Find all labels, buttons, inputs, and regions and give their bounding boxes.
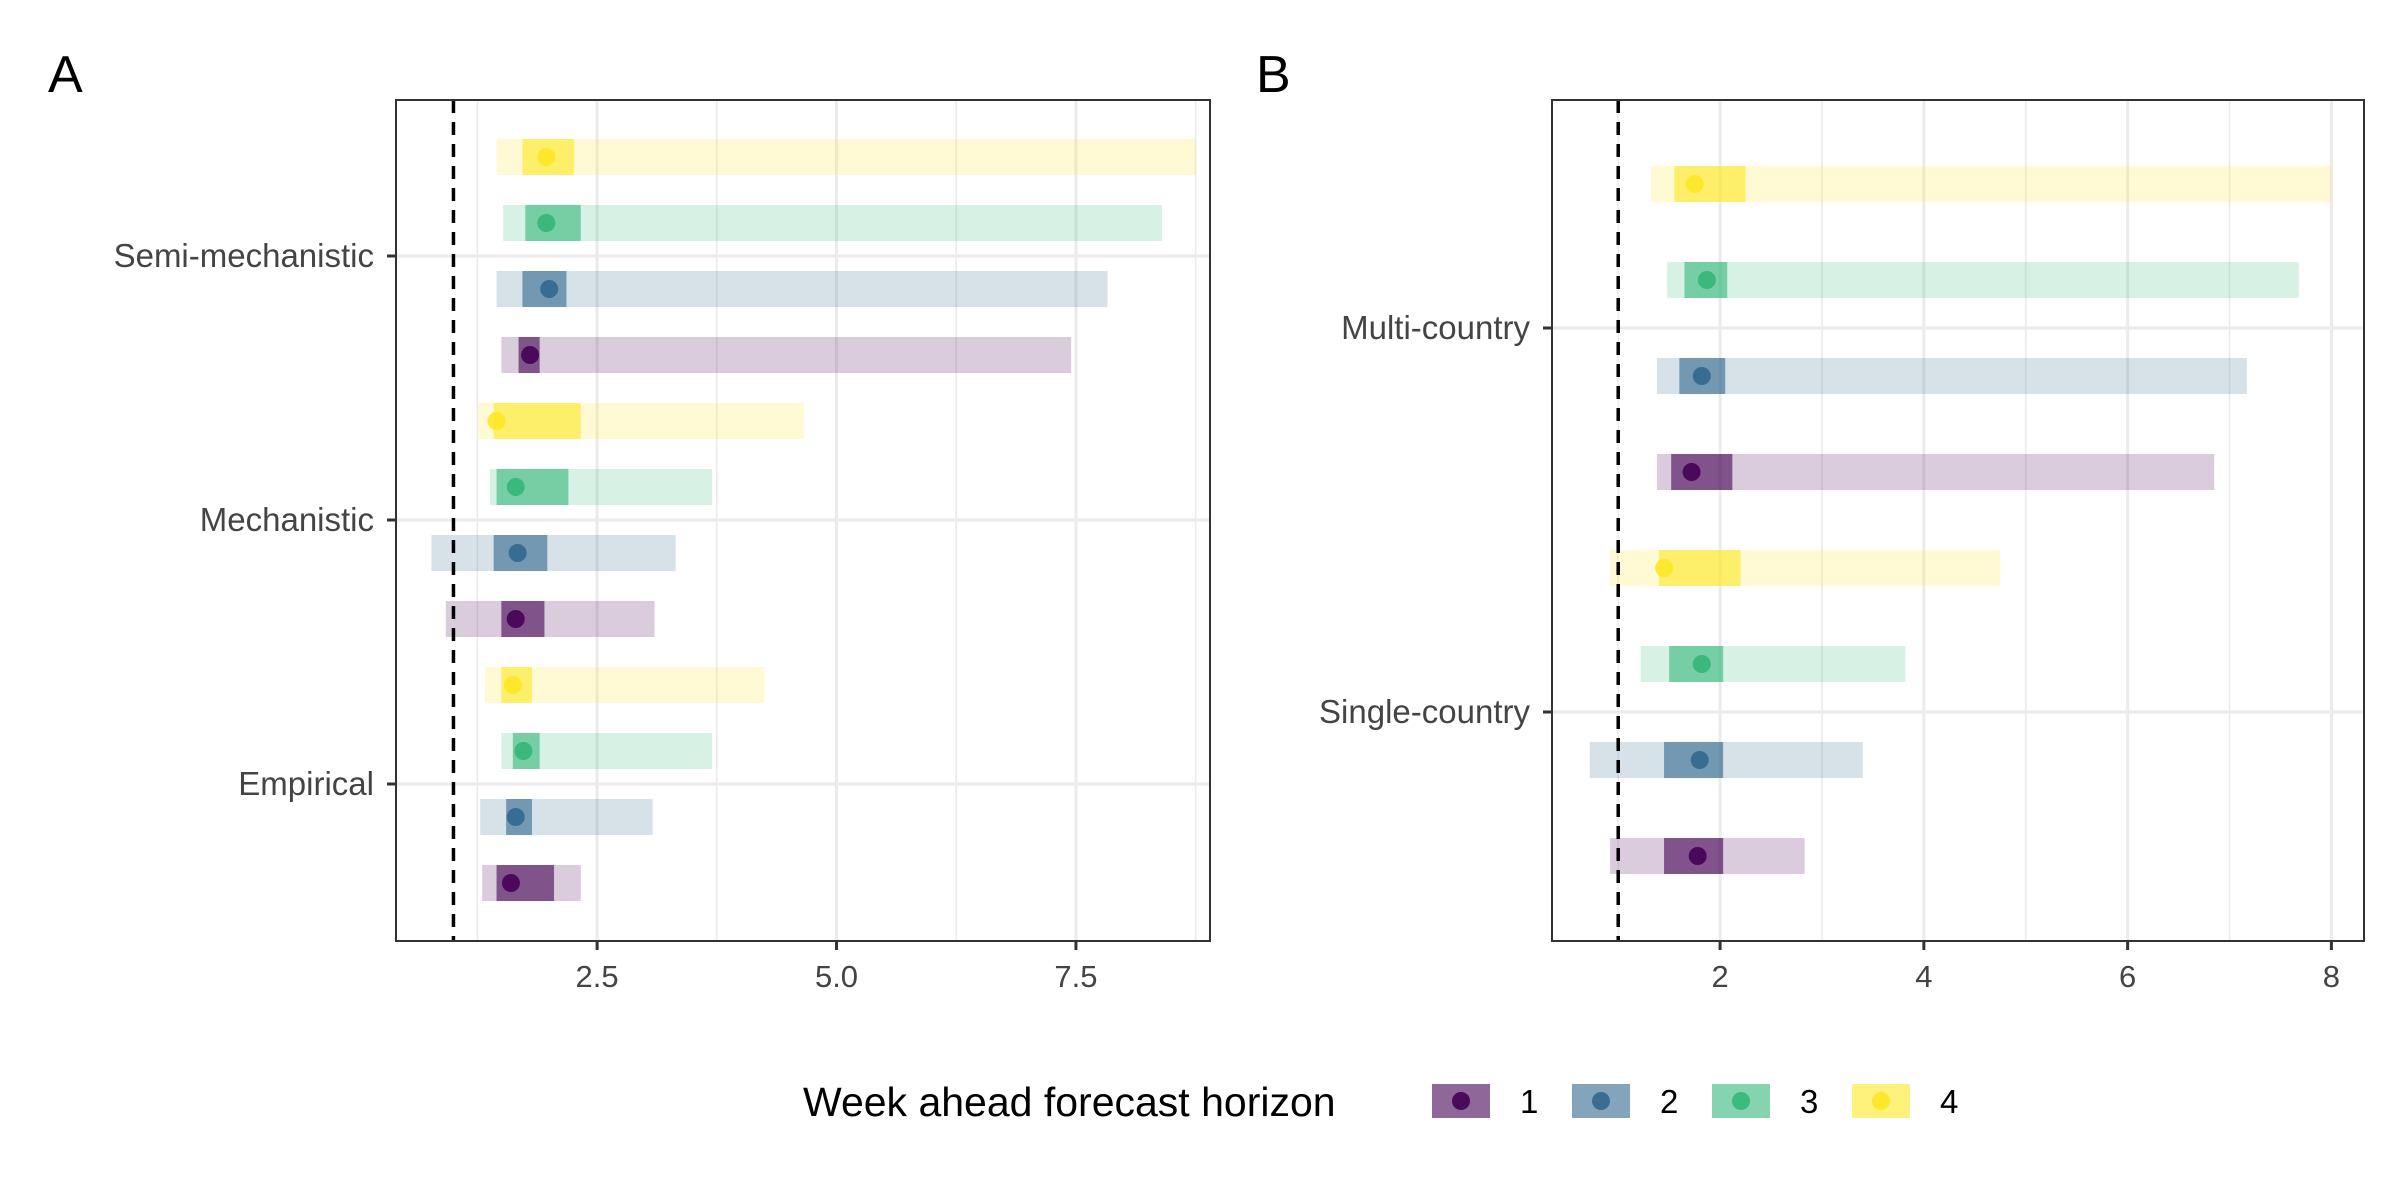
panel-a-median-point-1 xyxy=(537,214,556,232)
legend-item-3: 3 xyxy=(1712,1083,1818,1120)
panel-a-median-point-5 xyxy=(506,478,525,496)
panel-b-panel-border xyxy=(1551,99,2365,942)
legend-key-point-2 xyxy=(1592,1092,1610,1110)
legend-items: 1 2 3 4 xyxy=(1432,1083,1958,1120)
panel-a-outer-bar-0 xyxy=(496,139,1196,175)
panel-b-median-point-4 xyxy=(1655,559,1674,577)
panel-b-interval-3 xyxy=(1656,454,2215,490)
panel-a-interval-0 xyxy=(496,139,1196,175)
panel-a-median-point-4 xyxy=(487,412,506,430)
legend: Week ahead forecast horizon 1 2 3 4 xyxy=(803,1079,1958,1125)
panel-b-outer-bar-1 xyxy=(1667,262,2299,298)
panel-a-median-point-11 xyxy=(501,874,520,892)
panel-a-median-point-2 xyxy=(540,280,559,298)
panel-b-tag: B xyxy=(1256,46,1291,104)
panel-a-outer-bar-1 xyxy=(503,205,1163,241)
legend-item-1: 1 xyxy=(1432,1083,1538,1120)
panel-a-outer-bar-2 xyxy=(496,271,1108,307)
panel-b-y-tick-label-0: Multi-country xyxy=(1341,309,1530,346)
panel-a-interval-1 xyxy=(503,205,1163,241)
panel-b-interval-1 xyxy=(1667,262,2299,298)
legend-item-4: 4 xyxy=(1852,1083,1958,1120)
legend-key-point-3 xyxy=(1732,1092,1750,1110)
panel-b-interval-7 xyxy=(1610,838,1805,874)
panel-a-outer-bar-6 xyxy=(431,535,676,571)
panel-b-x-tick-label-2: 6 xyxy=(2119,959,2136,994)
panel-a-interval-10 xyxy=(480,799,653,835)
panel-a-x-tick-label-0: 2.5 xyxy=(576,959,619,994)
panel-a-interval-6 xyxy=(431,535,676,571)
panel-a-y-tick-label-2: Empirical xyxy=(238,765,374,802)
panel-b-interval-6 xyxy=(1589,742,1863,778)
panel-a-median-point-8 xyxy=(503,676,522,694)
panel-a-y-tick-label-1: Mechanistic xyxy=(200,501,374,538)
panel-a-x-tick-label-1: 5.0 xyxy=(815,959,858,994)
panel-b-median-point-6 xyxy=(1690,751,1709,769)
panel-b-median-point-3 xyxy=(1682,463,1701,481)
panel-b-outer-bar-3 xyxy=(1656,454,2215,490)
panel-a-median-point-3 xyxy=(521,346,540,364)
legend-label-1: 1 xyxy=(1520,1083,1538,1120)
panel-b-outer-bar-6 xyxy=(1589,742,1863,778)
legend-title: Week ahead forecast horizon xyxy=(803,1079,1336,1125)
panel-a-interval-7 xyxy=(445,601,655,637)
panel-a-median-point-10 xyxy=(506,808,525,826)
panel-b-outer-bar-2 xyxy=(1656,358,2247,394)
panel-a-interval-11 xyxy=(482,865,581,901)
panel-a-outer-bar-7 xyxy=(445,601,655,637)
legend-label-4: 4 xyxy=(1940,1083,1958,1120)
panel-a-median-point-0 xyxy=(537,148,556,166)
panel-a-x-tick-label-2: 7.5 xyxy=(1054,959,1097,994)
panel-b-interval-5 xyxy=(1640,646,1906,682)
panel-b-plot-area xyxy=(1552,100,2364,941)
panel-b-interval-2 xyxy=(1656,358,2247,394)
panel-b-median-point-5 xyxy=(1692,655,1711,673)
panel-a-interval-2 xyxy=(496,271,1108,307)
panel-b-inner-bar-0 xyxy=(1674,166,1746,202)
panel-b-median-point-1 xyxy=(1697,271,1716,289)
panel-b-y-tick-label-1: Single-country xyxy=(1319,693,1530,730)
panel-a-interval-4 xyxy=(478,403,804,439)
panel-a-median-point-7 xyxy=(506,610,525,628)
legend-key-point-4 xyxy=(1872,1092,1890,1110)
panel-b-x-tick-label-3: 8 xyxy=(2323,959,2340,994)
panel-a-interval-9 xyxy=(501,733,713,769)
panel-a-y-tick-label-0: Semi-mechanistic xyxy=(114,237,374,274)
panel-a-median-point-9 xyxy=(514,742,533,760)
panel-b-interval-0 xyxy=(1650,166,2332,202)
panel-a-interval-8 xyxy=(485,667,765,703)
panel-b-median-point-2 xyxy=(1692,367,1711,385)
panel-b-inner-bar-3 xyxy=(1671,454,1733,490)
panel-a-inner-bar-4 xyxy=(493,403,581,439)
legend-label-3: 3 xyxy=(1800,1083,1818,1120)
panel-b-median-point-7 xyxy=(1688,847,1707,865)
panel-b-x-tick-label-1: 4 xyxy=(1915,959,1932,994)
legend-key-point-1 xyxy=(1452,1092,1470,1110)
panel-b-interval-4 xyxy=(1610,550,2001,586)
panel-a-tag: A xyxy=(48,46,83,104)
panel-a-interval-3 xyxy=(501,337,1072,373)
panel-a-outer-bar-3 xyxy=(501,337,1072,373)
panel-a-interval-5 xyxy=(489,469,713,505)
panel-a-median-point-6 xyxy=(508,544,527,562)
legend-item-2: 2 xyxy=(1572,1083,1678,1120)
panel-b-median-point-0 xyxy=(1685,175,1704,193)
panel-b-outer-bar-0 xyxy=(1650,166,2332,202)
panel-b-chart: Multi-country Single-country 2 4 6 8 xyxy=(1319,99,2365,994)
legend-label-2: 2 xyxy=(1660,1083,1678,1120)
panel-b-x-tick-label-0: 2 xyxy=(1711,959,1728,994)
panel-a-chart: Semi-mechanistic Mechanistic Empirical 2.5 5… xyxy=(114,99,1211,994)
